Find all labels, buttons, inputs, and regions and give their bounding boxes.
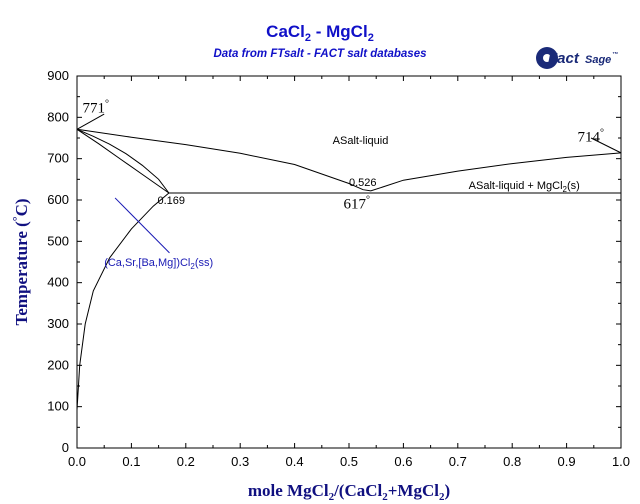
annotation-degree: °	[366, 194, 370, 205]
annotation-eutectic-temp: 617°	[344, 194, 371, 212]
y-tick-label: 800	[47, 109, 69, 124]
phase-label-part: (s)	[567, 180, 580, 192]
y-label-degree: °	[10, 216, 24, 221]
curve-solidus	[76, 128, 170, 194]
y-tick-label: 600	[47, 192, 69, 207]
factsage-logo: Fact Sage ™	[536, 47, 618, 69]
x-tick-label: 0.8	[503, 454, 521, 469]
x-tick-label: 0.4	[286, 454, 304, 469]
annotation-eutectic-comp: 0.526	[349, 177, 377, 189]
x-axis-label: mole MgCl2/(CaCl2+MgCl2)	[248, 481, 450, 503]
phase-label-part: ASalt-liquid + MgCl	[469, 180, 563, 192]
x-tick-label: 1.0	[612, 454, 630, 469]
y-tick-label: 900	[47, 68, 69, 83]
title-subscript: 2	[368, 32, 374, 44]
chart-subtitle: Data from FTsalt - FACT salt databases	[213, 48, 426, 60]
phase-label-liquid-mgcl2: ASalt-liquid + MgCl2(s)	[469, 180, 580, 194]
y-tick-label: 400	[47, 275, 69, 290]
x-tick-labels: 0.0 0.1 0.2 0.3 0.4 0.5 0.6 0.7 0.8 0.9 1.0	[68, 454, 630, 469]
annotation-value: 0.169	[158, 195, 186, 207]
y-tick-label: 700	[47, 151, 69, 166]
chart-title: CaCl2 - MgCl2	[266, 22, 374, 44]
y-tick-labels: 0 100 200 300 400 500 600 700 800 900	[47, 68, 69, 455]
x-label-sub: 2	[382, 491, 388, 503]
x-tick-label: 0.7	[449, 454, 467, 469]
annotation-value: 714	[577, 130, 600, 146]
annotation-mp-mgcl2: 714°	[577, 128, 604, 146]
logo-word-fact: Fact	[548, 50, 580, 67]
y-tick-label: 100	[47, 399, 69, 414]
x-label-sub: 2	[329, 491, 335, 503]
phase-label-part: (Ca,Sr,[Ba,Mg])Cl	[104, 257, 190, 269]
x-tick-label: 0.2	[177, 454, 195, 469]
annotation-value: 617	[344, 196, 367, 212]
phase-label-liquid: ASalt-liquid	[333, 135, 389, 147]
curve-liquidus-cacl2	[76, 128, 170, 194]
y-tick-label: 300	[47, 316, 69, 331]
x-tick-label: 0.0	[68, 454, 86, 469]
phase-label-part: (ss)	[195, 257, 213, 269]
y-tick-label: 200	[47, 357, 69, 372]
y-tick-label: 0	[62, 440, 69, 455]
annotation-ss-limit: 0.169	[158, 195, 186, 207]
annotation-value: 771	[82, 100, 105, 116]
y-label-part: Temperature (	[12, 221, 31, 326]
annotation-mp-cacl2: 771°	[82, 98, 109, 116]
y-axis-label: Temperature (°C)	[10, 198, 31, 325]
x-label-part: )	[444, 481, 450, 500]
phase-label-solid-solution: (Ca,Sr,[Ba,Mg])Cl2(ss)	[104, 257, 213, 271]
melting-point-leader	[590, 137, 622, 154]
x-tick-label: 0.9	[558, 454, 576, 469]
melting-point-leader	[76, 113, 105, 130]
curve-liquidus-upper	[76, 128, 622, 192]
phase-label-subscript: 2	[190, 262, 195, 271]
phase-label-subscript: 2	[563, 185, 568, 194]
annotation-degree: °	[105, 98, 109, 109]
x-label-part: mole MgCl	[248, 481, 329, 500]
annotation-degree: °	[600, 128, 604, 139]
x-tick-label: 0.1	[122, 454, 140, 469]
title-subscript: 2	[305, 32, 311, 44]
x-label-part: /(CaCl	[333, 481, 382, 500]
x-tick-label: 0.3	[231, 454, 249, 469]
logo-trademark: ™	[612, 51, 618, 58]
annotation-value: 0.526	[349, 177, 377, 189]
y-label-part: C)	[12, 198, 31, 216]
axis-ticks	[76, 75, 622, 449]
logo-gear-hole	[543, 54, 551, 62]
logo-word-sage: Sage	[585, 54, 611, 66]
curve-solvus	[76, 192, 170, 411]
x-tick-label: 0.5	[340, 454, 358, 469]
phase-pointer-line	[114, 197, 170, 254]
x-tick-label: 0.6	[394, 454, 412, 469]
y-tick-label: 500	[47, 233, 69, 248]
phase-boundaries	[76, 113, 622, 411]
title-part: CaCl	[266, 22, 305, 41]
x-label-part: +MgCl	[388, 481, 440, 500]
x-label-sub: 2	[439, 491, 445, 503]
title-part: - MgCl	[311, 22, 368, 41]
